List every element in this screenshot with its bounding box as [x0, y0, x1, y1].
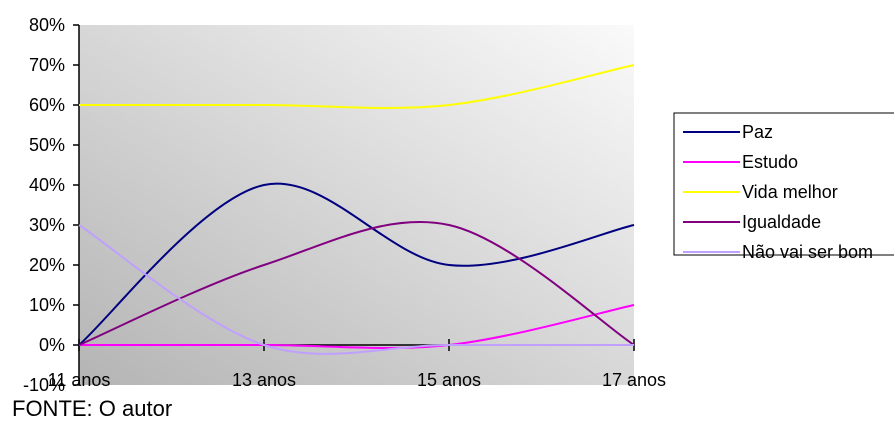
y-tick-label: 10% [29, 295, 65, 315]
legend-label-vida-melhor: Vida melhor [742, 182, 838, 202]
x-tick-label: 11 anos [48, 370, 111, 390]
y-tick-label: 20% [29, 255, 65, 275]
legend: Paz Estudo Vida melhor Igualdade Não vai ser… [673, 112, 894, 262]
y-tick-label: 30% [29, 215, 65, 235]
legend-label-igualdade: Igualdade [742, 212, 821, 232]
y-tick-label: 60% [29, 95, 65, 115]
series-line-paz [78, 182, 635, 346]
x-tick-label: 17 anos [602, 370, 666, 390]
series-line-estudo [78, 304, 635, 349]
series-line-igualdade [78, 221, 635, 346]
x-tick-label: 13 anos [232, 370, 296, 390]
y-tick-label: 40% [29, 175, 65, 195]
legend-label-paz: Paz [742, 122, 773, 142]
series-layer [78, 64, 635, 355]
y-tick-label: -10% [23, 375, 65, 395]
y-tick-label: 70% [29, 55, 65, 75]
y-tick-label: 0% [39, 335, 65, 355]
y-tick-label: 80% [29, 15, 65, 35]
plot-area [79, 25, 634, 385]
legend-label-estudo: Estudo [742, 152, 798, 172]
legend-label-nao-vai-ser-bom: Não vai ser bom [742, 242, 873, 262]
tick-labels: -10% 0% 10% 20% 30% 40% 50% 60% 70% 80% 11 anos 13 … [23, 15, 666, 395]
y-tick-label: 50% [29, 135, 65, 155]
series-line-vida-melhor [78, 64, 635, 109]
series-line-nao-vai-ser-bom [78, 224, 634, 355]
source-note: FONTE: O autor [12, 396, 173, 421]
x-tick-label: 15 anos [417, 370, 481, 390]
legend-box [673, 112, 894, 256]
